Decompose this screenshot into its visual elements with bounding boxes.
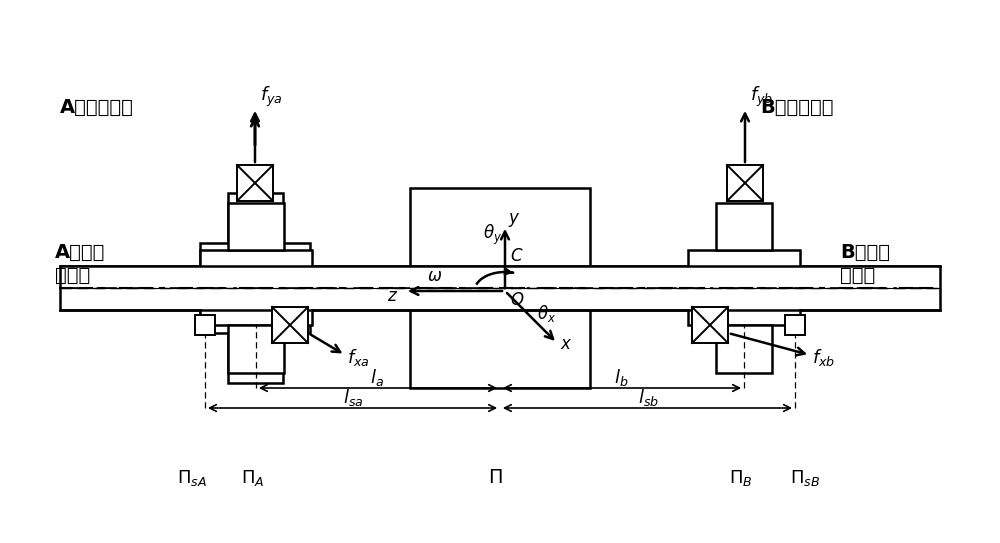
Bar [716,325,772,373]
Bar [200,250,312,325]
Text: $f_{yb}$: $f_{yb}$ [750,85,773,109]
Text: $O$: $O$ [510,291,524,309]
Bar [410,188,590,388]
Text: $\Pi_{sA}$: $\Pi_{sA}$ [177,468,207,488]
Text: $\theta_y$: $\theta_y$ [483,223,502,247]
Bar [272,307,308,343]
Text: $\theta_x$: $\theta_x$ [537,303,556,324]
Text: A端位移: A端位移 [55,243,105,262]
Text: B端位移: B端位移 [840,243,890,262]
Text: $\Pi_{sB}$: $\Pi_{sB}$ [790,468,820,488]
Text: $x$: $x$ [560,335,572,353]
Bar [62,267,938,309]
Bar [228,193,283,243]
Bar [228,333,283,383]
Bar [228,203,284,250]
Text: $C$: $C$ [510,247,524,265]
Text: $l_{sb}$: $l_{sb}$ [638,387,658,408]
Text: $l_{sa}$: $l_{sa}$ [343,387,363,408]
Text: A端电磁轴承: A端电磁轴承 [60,98,134,117]
Bar [228,325,284,373]
Text: $f_{xa}$: $f_{xa}$ [347,347,370,368]
Bar [200,243,310,333]
Text: $f_{ya}$: $f_{ya}$ [260,85,283,109]
Text: $\Pi_A$: $\Pi_A$ [241,468,264,488]
Text: 传感器: 传感器 [55,266,90,285]
Text: $y$: $y$ [508,211,520,229]
Text: $l_b$: $l_b$ [614,367,628,388]
Text: $l_a$: $l_a$ [370,367,384,388]
Text: 传感器: 传感器 [840,266,875,285]
Bar [727,165,763,201]
Bar [60,266,940,310]
Bar [692,307,728,343]
Text: B端电磁轴承: B端电磁轴承 [760,98,834,117]
Bar [688,250,800,325]
Text: $f_{xb}$: $f_{xb}$ [812,347,835,368]
Text: $\Pi$: $\Pi$ [488,468,503,487]
Bar [785,315,805,335]
Bar [237,165,273,201]
Bar [716,203,772,250]
Text: $\Pi_B$: $\Pi_B$ [729,468,753,488]
Bar [195,315,215,335]
Text: $z$: $z$ [387,287,398,305]
Text: $\omega$: $\omega$ [427,267,442,285]
